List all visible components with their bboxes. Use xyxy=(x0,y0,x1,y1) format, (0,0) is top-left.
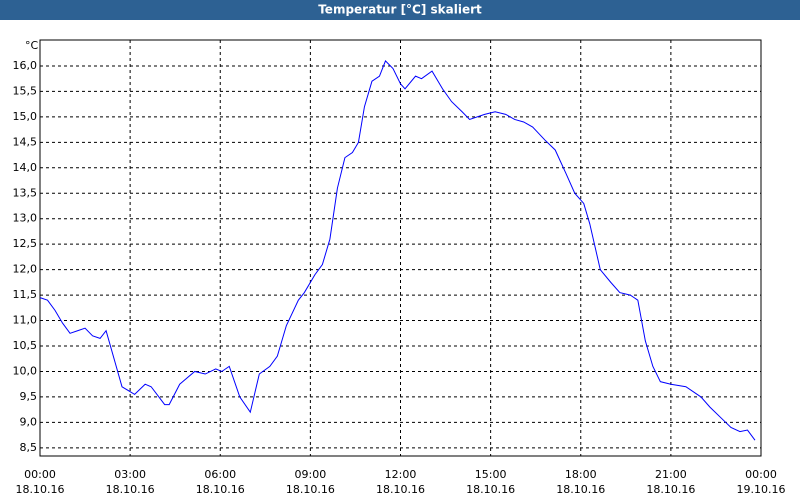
x-tick-date: 18.10.16 xyxy=(286,483,335,496)
x-tick-date: 18.10.16 xyxy=(196,483,245,496)
y-tick-label: 12,5 xyxy=(13,237,38,250)
y-tick-label: 8,5 xyxy=(20,441,38,454)
y-tick-label: 12,0 xyxy=(13,263,38,276)
x-tick-label: 18:00 xyxy=(565,468,597,481)
x-tick-date: 18.10.16 xyxy=(466,483,515,496)
y-tick-label: 15,0 xyxy=(13,110,38,123)
y-tick-label: 13,5 xyxy=(13,186,38,199)
y-tick-label: 9,0 xyxy=(20,415,38,428)
x-tick-date: 18.10.16 xyxy=(376,483,425,496)
y-tick-label: 15,5 xyxy=(13,84,38,97)
y-unit: °C xyxy=(25,39,39,52)
y-tick-label: 11,0 xyxy=(13,314,38,327)
x-tick-label: 15:00 xyxy=(475,468,507,481)
y-tick-label: 10,0 xyxy=(13,364,38,377)
title-bar xyxy=(0,0,800,20)
y-tick-label: 14,0 xyxy=(13,161,38,174)
y-tick-label: 9,5 xyxy=(20,390,38,403)
data-line xyxy=(39,59,756,441)
y-tick-label: 13,0 xyxy=(13,212,38,225)
window-title: Temperatur [°C] skaliert xyxy=(318,3,482,17)
y-tick-label: 14,5 xyxy=(13,135,38,148)
x-tick-date: 18.10.16 xyxy=(106,483,155,496)
y-tick-label: 10,5 xyxy=(13,339,38,352)
x-tick-date: 19.10.16 xyxy=(737,483,786,496)
x-tick-label: 12:00 xyxy=(385,468,417,481)
x-tick-label: 06:00 xyxy=(204,468,236,481)
x-tick-label: 00:00 xyxy=(24,468,56,481)
x-tick-label: 09:00 xyxy=(295,468,327,481)
x-tick-date: 18.10.16 xyxy=(556,483,605,496)
x-tick-label: 00:00 xyxy=(745,468,777,481)
x-tick-label: 03:00 xyxy=(114,468,146,481)
plot-border xyxy=(39,39,762,457)
x-tick-date: 18.10.16 xyxy=(646,483,695,496)
y-tick-label: 16,0 xyxy=(13,59,38,72)
x-tick-date: 18.10.16 xyxy=(16,483,65,496)
x-tick-label: 21:00 xyxy=(655,468,687,481)
y-tick-label: 11,5 xyxy=(13,288,38,301)
